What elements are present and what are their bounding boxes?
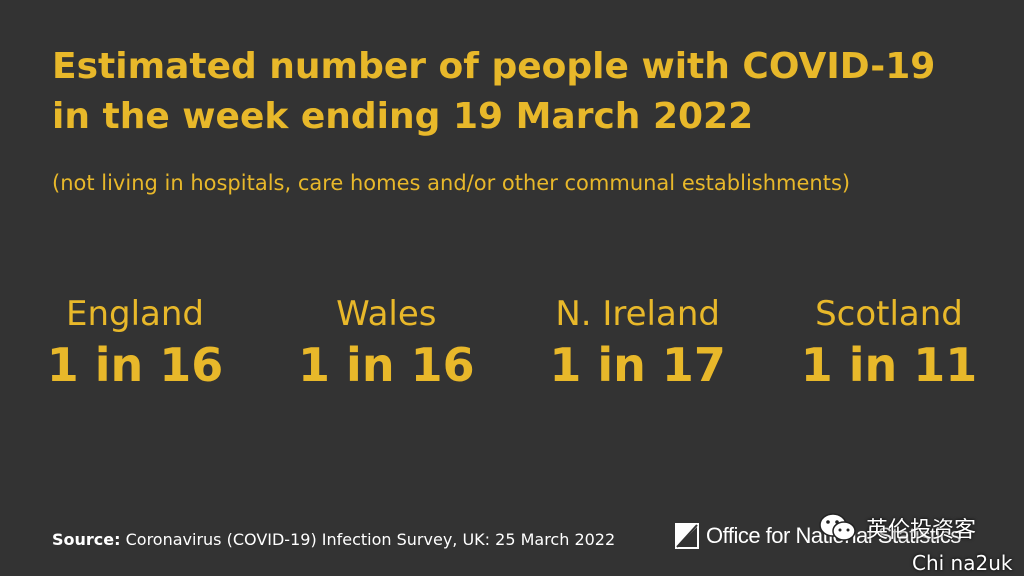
stat-value: 1 in 11 xyxy=(800,338,978,392)
stat-n-ireland: N. Ireland 1 in 17 xyxy=(513,292,763,394)
stat-label: N. Ireland xyxy=(555,294,720,334)
watermark-subtext: Chi na2uk xyxy=(912,551,1013,575)
ons-logo-icon xyxy=(675,523,699,549)
watermark-text: 英伦投资客 xyxy=(866,518,977,543)
stat-label: England xyxy=(65,294,205,334)
stat-value: 1 in 17 xyxy=(549,338,726,392)
stat-england: England 1 in 16 xyxy=(10,292,260,394)
stat-scotland: Scotland 1 in 11 xyxy=(764,292,1014,394)
watermark: 英伦投资客 xyxy=(818,512,976,544)
title-line-1: Estimated number of people with COVID-19 xyxy=(52,46,936,87)
stat-label: Scotland xyxy=(815,294,963,334)
page-title: Estimated number of people with COVID-19… xyxy=(52,42,992,142)
stat-wales: Wales 1 in 16 xyxy=(261,292,511,394)
source-label: Source: xyxy=(52,530,121,549)
source-text: Coronavirus (COVID-19) Infection Survey,… xyxy=(120,530,616,549)
source-footer: Source: Coronavirus (COVID-19) Infection… xyxy=(52,528,615,552)
wechat-icon xyxy=(819,513,856,541)
stat-value: 1 in 16 xyxy=(298,338,475,392)
title-line-2: in the week ending 19 March 2022 xyxy=(52,96,754,137)
subtitle: (not living in hospitals, care homes and… xyxy=(52,171,851,195)
stat-value: 1 in 16 xyxy=(46,338,224,392)
stats-row: England 1 in 16 Wales 1 in 16 N. Ireland… xyxy=(10,292,1014,394)
stat-label: Wales xyxy=(336,294,437,334)
